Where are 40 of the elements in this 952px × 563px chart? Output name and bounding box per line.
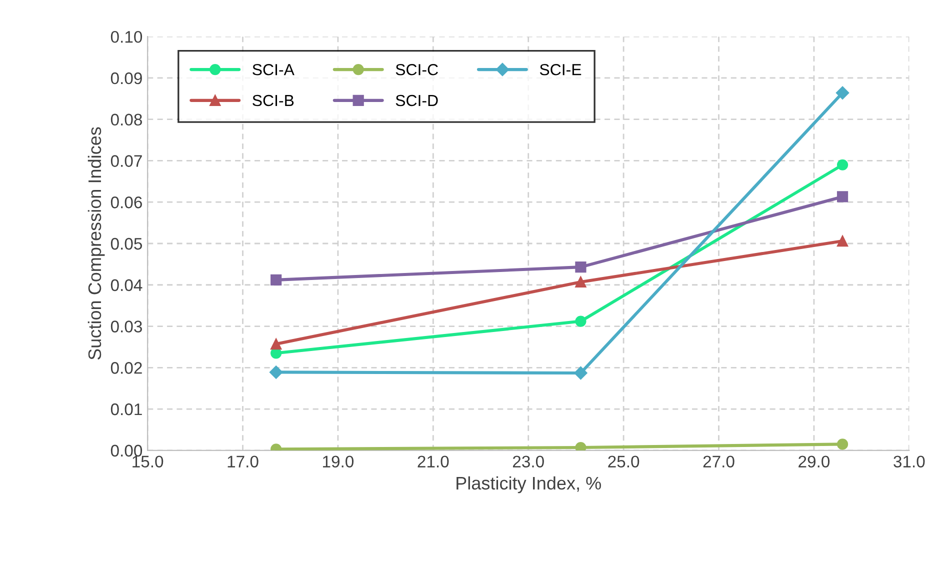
y-tick-label: 0.08 <box>110 114 142 126</box>
point <box>269 366 283 379</box>
x-tick-label: 19.0 <box>323 456 354 468</box>
legend-label: SCI-C <box>396 64 438 76</box>
y-tick-label: 0.09 <box>110 72 142 84</box>
point <box>270 338 282 350</box>
y-axis-title: Suction Compression Indices <box>88 127 105 360</box>
point <box>836 86 850 100</box>
y-tick-label: 0.10 <box>110 30 142 43</box>
x-tick-label: 29.0 <box>798 456 830 468</box>
point <box>575 276 586 288</box>
legend-label: SCI-E <box>540 64 582 76</box>
x-axis-title: Plasticity Index, % <box>456 476 601 494</box>
point <box>575 316 586 327</box>
legend-label: SCI-B <box>252 94 294 106</box>
point <box>574 366 588 380</box>
y-tick-label: 0.00 <box>110 444 142 457</box>
y-tick-label: 0.05 <box>110 238 142 250</box>
x-tick-label: 21.0 <box>418 456 449 468</box>
point <box>270 274 282 286</box>
y-tick-label: 0.06 <box>110 196 142 208</box>
legend-label: SCI-A <box>252 64 294 76</box>
y-tick-label: 0.01 <box>110 403 142 416</box>
x-tick-label: 25.0 <box>608 456 640 468</box>
x-tick-label: 17.0 <box>228 456 258 468</box>
x-tick-label: 15.0 <box>132 456 164 468</box>
y-tick-label: 0.04 <box>110 279 142 292</box>
point <box>836 438 848 450</box>
point <box>836 159 848 170</box>
y-tick-label: 0.02 <box>110 362 142 374</box>
point <box>836 191 848 202</box>
y-tick-label: 0.03 <box>110 320 142 332</box>
x-tick-label: 27.0 <box>703 456 734 468</box>
legend-label: SCI-D <box>396 94 438 106</box>
point <box>575 442 586 450</box>
x-tick-label: 31.0 <box>894 456 925 468</box>
point <box>836 235 848 247</box>
y-tick-label: 0.07 <box>110 155 142 167</box>
x-tick-label: 23.0 <box>512 456 544 468</box>
point <box>575 262 586 273</box>
